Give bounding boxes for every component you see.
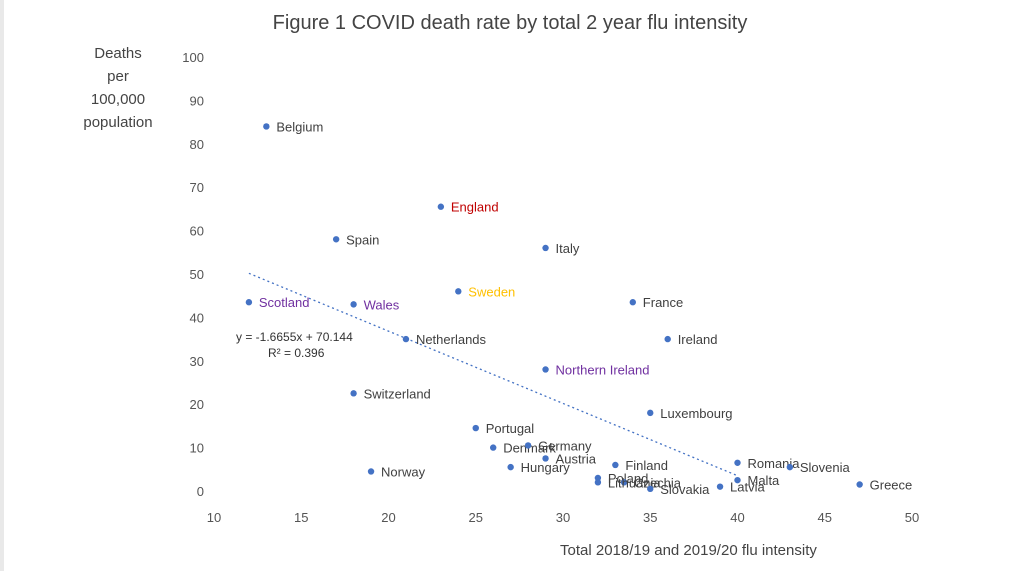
data-point — [524, 442, 532, 449]
data-point — [856, 481, 863, 488]
y-tick-label: 90 — [190, 93, 204, 108]
data-point — [542, 366, 549, 373]
trendline-r-squared: R² = 0.396 — [268, 346, 325, 360]
y-tick-label: 10 — [190, 441, 204, 456]
y-axis-label-line: population — [83, 114, 153, 131]
trendline — [248, 272, 738, 477]
x-tick-label: 30 — [556, 510, 570, 525]
y-axis-label: Deaths per 100,000 population — [68, 42, 168, 134]
data-point-label: England — [451, 200, 499, 215]
data-point — [350, 390, 357, 397]
data-point-label: Finland — [625, 458, 668, 473]
data-point-label: Scotland — [259, 295, 310, 310]
y-tick-label: 100 — [182, 50, 204, 65]
data-point — [402, 335, 410, 343]
data-point-label: Slovakia — [660, 482, 710, 497]
y-tick-label: 30 — [190, 354, 204, 369]
data-point — [629, 299, 636, 306]
x-tick-label: 25 — [469, 510, 483, 525]
y-tick-label: 80 — [190, 137, 204, 152]
data-point-label: Slovenia — [800, 460, 851, 475]
x-tick-label: 40 — [730, 510, 744, 525]
data-point-label: Poland — [608, 471, 648, 486]
data-point — [472, 424, 479, 432]
data-point-label: Italy — [556, 241, 580, 256]
data-point — [664, 335, 671, 343]
x-tick-label: 45 — [818, 510, 832, 525]
data-point — [245, 299, 253, 306]
y-tick-label: 60 — [190, 224, 204, 239]
y-axis-label-line: 100,000 — [90, 91, 146, 108]
data-point-label: Austria — [556, 451, 597, 466]
data-point-label: Latvia — [730, 480, 765, 495]
data-point-label: Czechia — [634, 475, 682, 490]
data-point-label: Northern Ireland — [556, 362, 650, 377]
data-point — [647, 409, 654, 417]
data-point-label: France — [643, 295, 683, 310]
data-point — [647, 485, 654, 493]
data-point-label: Belgium — [276, 119, 323, 134]
data-point — [350, 301, 357, 308]
y-tick-label: 40 — [190, 310, 204, 325]
data-point-label: Spain — [346, 232, 379, 247]
data-point-label: Sweden — [468, 284, 515, 299]
y-tick-label: 70 — [190, 180, 204, 195]
left-border — [0, 0, 4, 571]
y-tick-label: 50 — [190, 267, 204, 282]
data-point — [490, 444, 497, 451]
data-point — [455, 288, 462, 295]
chart-title: Figure 1 COVID death rate by total 2 yea… — [272, 12, 748, 34]
x-tick-label: 10 — [207, 510, 221, 525]
x-tick-label: 50 — [905, 510, 919, 525]
data-point-label: Malta — [748, 473, 781, 488]
trendline-equation: y = -1.6655x + 70.144 — [236, 330, 353, 344]
data-point-label: Norway — [381, 464, 426, 479]
x-tick-label: 15 — [294, 510, 308, 525]
data-point — [367, 468, 375, 475]
data-point-label: Portugal — [486, 421, 535, 436]
data-point-label: Switzerland — [364, 386, 431, 401]
data-point-label: Germany — [538, 438, 592, 453]
x-tick-label: 20 — [381, 510, 395, 525]
data-point — [332, 236, 340, 243]
data-point — [734, 459, 741, 466]
data-point — [620, 479, 628, 486]
data-point — [612, 461, 619, 469]
data-point — [437, 203, 445, 210]
data-point-label: Greece — [870, 477, 913, 492]
y-tick-label: 0 — [197, 484, 204, 499]
data-point — [594, 479, 602, 486]
data-point — [786, 463, 794, 471]
data-point — [542, 244, 549, 252]
y-axis-label-line: Deaths — [94, 45, 142, 62]
data-point-label: Hungary — [521, 460, 571, 475]
data-point — [734, 476, 741, 484]
data-point — [507, 463, 514, 471]
data-point — [716, 483, 724, 490]
x-axis-label: Total 2018/19 and 2019/20 flu intensity — [560, 542, 817, 559]
data-point-label: Netherlands — [416, 332, 487, 347]
data-point-label: Ireland — [678, 332, 718, 347]
y-tick-label: 20 — [190, 397, 204, 412]
data-point — [542, 455, 549, 462]
data-point-label: Luxembourg — [660, 406, 732, 421]
data-point-label: Lithuania — [608, 475, 662, 490]
data-point-label: Wales — [364, 297, 400, 312]
y-axis-label-line: per — [107, 68, 129, 85]
data-point — [263, 123, 270, 130]
x-tick-label: 35 — [643, 510, 657, 525]
